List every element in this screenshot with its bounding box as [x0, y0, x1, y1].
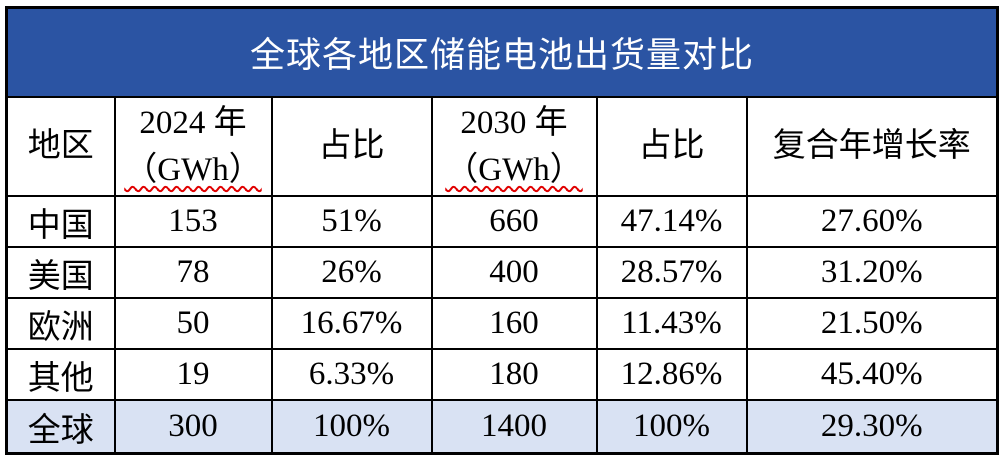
cell-2030-share: 11.43%: [595, 297, 748, 350]
cell-region: 欧洲: [5, 297, 116, 350]
column-header-2024-share: 占比: [270, 96, 433, 197]
cell-region: 中国: [5, 195, 116, 248]
cell-2030-value: 1400: [430, 399, 598, 455]
table-row-others: 其他 19 6.33% 180 12.86% 45.40%: [5, 348, 999, 401]
column-header-2030-gwh: 2030 年 （GWh）: [430, 96, 598, 197]
cell-cagr: 21.50%: [745, 297, 999, 350]
cell-cagr: 27.60%: [745, 195, 999, 248]
cell-cagr: 45.40%: [745, 348, 999, 401]
cell-2024-value: 78: [113, 246, 273, 299]
column-header-2030-share: 占比: [595, 96, 748, 197]
cell-2024-share: 26%: [270, 246, 433, 299]
cell-2030-share: 47.14%: [595, 195, 748, 248]
cell-2024-value: 19: [113, 348, 273, 401]
cell-2030-share: 100%: [595, 399, 748, 455]
cell-2030-share: 12.86%: [595, 348, 748, 401]
table-row-global-total: 全球 300 100% 1400 100% 29.30%: [5, 399, 999, 455]
gwh-unit-label: （GWh）: [117, 147, 270, 194]
column-header-2030-share-label: 占比: [638, 128, 705, 165]
table-title-banner: 全球各地区储能电池出货量对比: [5, 6, 999, 98]
cell-2024-share: 100%: [270, 399, 433, 455]
cell-2030-value: 400: [430, 246, 598, 299]
column-header-2024-gwh: 2024 年 （GWh）: [113, 96, 273, 197]
page: 全球各地区储能电池出货量对比 地区 2024 年 （GWh） 占比 2030 年…: [5, 6, 1000, 455]
table-row-usa: 美国 78 26% 400 28.57% 31.20%: [5, 246, 999, 299]
column-header-region-label: 地区: [27, 128, 94, 165]
table-row-europe: 欧洲 50 16.67% 160 11.43% 21.50%: [5, 297, 999, 350]
cell-2024-value: 50: [113, 297, 273, 350]
table-title: 全球各地区储能电池出货量对比: [5, 6, 999, 98]
cell-cagr: 29.30%: [745, 399, 999, 455]
cell-2030-value: 160: [430, 297, 598, 350]
cell-2024-value: 153: [113, 195, 273, 248]
gwh-unit-label: （GWh）: [434, 147, 595, 194]
spellcheck-underline-text: （GWh）: [124, 151, 262, 188]
spellcheck-underline-text: （GWh）: [445, 151, 583, 188]
cell-cagr: 31.20%: [745, 246, 999, 299]
cell-2030-value: 180: [430, 348, 598, 401]
cell-2024-share: 16.67%: [270, 297, 433, 350]
column-header-cagr-label: 复合年增长率: [772, 128, 971, 165]
column-header-2024-share-label: 占比: [318, 128, 385, 165]
cell-2024-value: 300: [113, 399, 273, 455]
cell-2024-share: 51%: [270, 195, 433, 248]
column-header-2030-line1: 2030 年: [460, 104, 568, 141]
cell-2024-share: 6.33%: [270, 348, 433, 401]
cell-2030-share: 28.57%: [595, 246, 748, 299]
table-header-row: 地区 2024 年 （GWh） 占比 2030 年 （GWh） 占比 复合年增长…: [5, 96, 999, 197]
cell-region: 全球: [5, 399, 116, 455]
column-header-cagr: 复合年增长率: [745, 96, 999, 197]
cell-2030-value: 660: [430, 195, 598, 248]
shipment-comparison-table: 全球各地区储能电池出货量对比 地区 2024 年 （GWh） 占比 2030 年…: [5, 6, 1000, 455]
table-row-china: 中国 153 51% 660 47.14% 27.60%: [5, 195, 999, 248]
column-header-region: 地区: [5, 96, 116, 197]
column-header-2024-line1: 2024 年: [139, 104, 247, 141]
cell-region: 美国: [5, 246, 116, 299]
cell-region: 其他: [5, 348, 116, 401]
